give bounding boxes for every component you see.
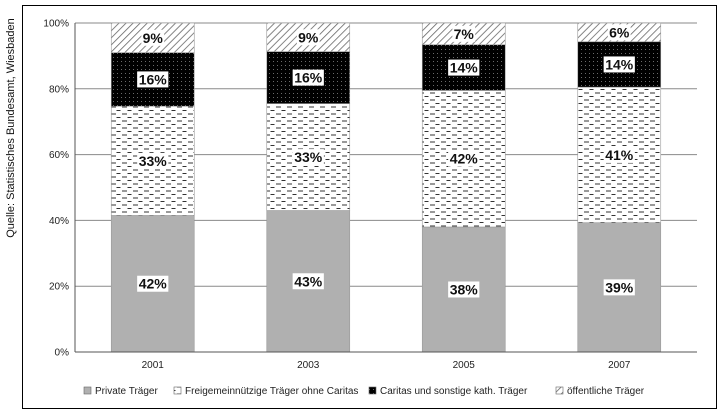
data-label-background [448, 150, 480, 167]
x-tick-label: 2003 [297, 360, 320, 371]
legend-label: Caritas und sonstige kath. Träger [380, 386, 528, 397]
data-label-background [137, 71, 169, 88]
y-tick-label: 60% [49, 150, 69, 161]
data-label-background [292, 69, 324, 86]
y-tick-label: 20% [49, 282, 69, 293]
y-tick-label: 40% [49, 216, 69, 227]
data-label: 6% [609, 24, 630, 40]
data-label-background [141, 29, 165, 46]
x-tick-label: 2007 [608, 360, 631, 371]
data-label: 42% [450, 151, 479, 167]
legend-label: Private Träger [95, 386, 158, 397]
data-label-background [296, 29, 320, 46]
legend-label: öffentliche Träger [567, 386, 645, 397]
legend-swatch [368, 386, 377, 395]
legend-swatch [555, 386, 564, 395]
data-label: 14% [605, 56, 634, 72]
legend-swatch [173, 386, 182, 395]
bars [110, 22, 662, 353]
data-label-background [603, 56, 635, 73]
data-label-background [137, 152, 169, 169]
data-label: 9% [143, 30, 164, 46]
data-label: 33% [139, 153, 168, 169]
legend-swatch [83, 386, 92, 395]
data-labels: 42% 33% 16% 9% 43% 33% 16% 9% 38% 42% 14% 7% 39% 41% 1… [137, 24, 635, 298]
data-label-background [607, 24, 631, 41]
y-tick-label: 80% [49, 84, 69, 95]
data-label: 16% [139, 71, 168, 87]
data-label-background [452, 25, 476, 42]
data-label: 7% [454, 26, 475, 42]
axes: 0% 20% 40% 60% 80% 100% 2001 2003 2005 2007 [43, 19, 697, 371]
data-label-background [137, 275, 169, 292]
data-label: 41% [605, 147, 634, 163]
data-label: 16% [294, 70, 323, 86]
legend-label: Freigemeinnützige Träger ohne Caritas [185, 386, 358, 397]
data-label-background [292, 149, 324, 166]
data-label: 14% [450, 60, 479, 76]
data-label: 9% [298, 29, 319, 45]
x-tick-label: 2005 [453, 360, 476, 371]
data-label: 42% [139, 276, 168, 292]
data-label: 33% [294, 149, 323, 165]
data-label-background [448, 281, 480, 298]
data-label: 39% [605, 279, 634, 295]
data-label: 38% [450, 281, 479, 297]
data-label-background [603, 146, 635, 163]
data-label-background [603, 279, 635, 296]
data-label: 43% [294, 273, 323, 289]
y-tick-label: 100% [43, 19, 69, 30]
data-label-background [292, 273, 324, 290]
x-tick-label: 2001 [142, 360, 165, 371]
data-label-background [448, 59, 480, 76]
y-tick-label: 0% [55, 348, 70, 359]
legend: Private Träger Freigemeinnützige Träger o… [83, 386, 645, 397]
